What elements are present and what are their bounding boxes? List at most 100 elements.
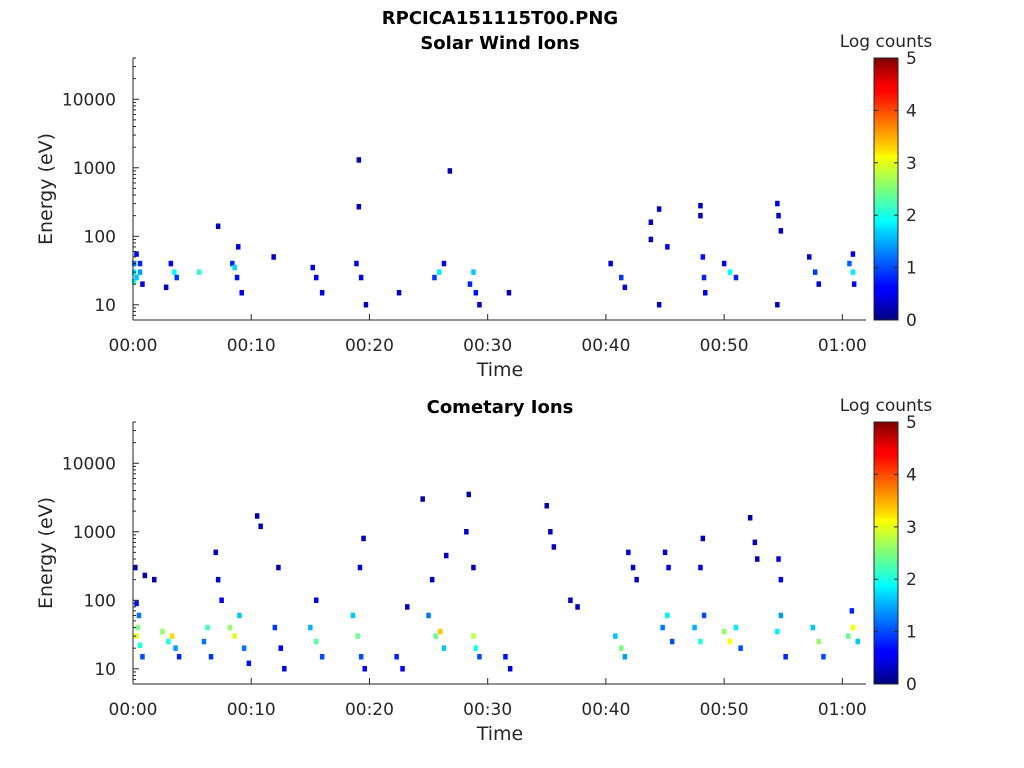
heatmap-cell bbox=[400, 666, 405, 672]
heatmap-cell bbox=[747, 515, 753, 521]
y-tick-label: 100 bbox=[84, 227, 116, 247]
heatmap-cell bbox=[219, 597, 224, 603]
heatmap-cell bbox=[163, 284, 169, 291]
heatmap-cell bbox=[361, 535, 366, 542]
heatmap-cell bbox=[851, 281, 857, 287]
heatmap-cell bbox=[169, 633, 175, 639]
heatmap-cell bbox=[656, 302, 662, 308]
colorbar-tick-label: 2 bbox=[906, 206, 917, 226]
y-tick-label: 10000 bbox=[62, 90, 116, 110]
heatmap-cell bbox=[721, 628, 727, 635]
heatmap-cell bbox=[666, 564, 671, 571]
y-tick-label: 100 bbox=[84, 591, 116, 611]
x-tick-label: 00:40 bbox=[581, 336, 630, 356]
heatmap-cell bbox=[698, 638, 703, 645]
axes: 10 100 1000 10000 00:00 00:10 00:20 00:30 00:40 0… bbox=[62, 421, 867, 720]
heatmap-cell bbox=[812, 269, 818, 275]
panel-title: Cometary Ions bbox=[427, 397, 574, 418]
heatmap-cell bbox=[239, 290, 244, 296]
heatmap-cell bbox=[444, 552, 449, 559]
heatmap-cell bbox=[213, 549, 218, 556]
heatmap-cell bbox=[441, 260, 447, 267]
heatmap-cell bbox=[140, 281, 145, 287]
x-tick-label: 01:00 bbox=[818, 700, 867, 720]
heatmap-cell bbox=[544, 503, 549, 509]
heatmap-cell bbox=[142, 572, 148, 579]
heatmap-cell bbox=[622, 654, 628, 660]
heatmap-cell bbox=[134, 600, 139, 607]
y-tick-label: 10 bbox=[94, 296, 116, 316]
y-tick-label: 1000 bbox=[73, 159, 116, 179]
heatmap-cell bbox=[775, 628, 780, 635]
heatmap-cell bbox=[172, 269, 177, 275]
plot-area bbox=[133, 422, 866, 684]
heatmap-cell bbox=[241, 645, 247, 651]
axes: 10 100 1000 10000 00:00 00:10 00:20 00:30 00:40 0… bbox=[62, 57, 867, 356]
heatmap-cell bbox=[136, 612, 142, 619]
heatmap-cell bbox=[466, 491, 471, 498]
heatmap-cell bbox=[174, 274, 179, 281]
plot-area bbox=[133, 58, 866, 320]
heatmap-cell bbox=[503, 654, 508, 660]
heatmap-cell bbox=[721, 260, 727, 267]
heatmap-cell bbox=[477, 302, 482, 308]
heatmap-cell bbox=[849, 608, 855, 614]
colorbar-tick-label: 3 bbox=[906, 154, 917, 174]
heatmap-cell bbox=[232, 633, 237, 639]
heatmap-cell bbox=[776, 212, 781, 219]
heatmap-cell bbox=[506, 290, 512, 296]
heatmap-cell bbox=[665, 612, 670, 619]
x-tick-label: 00:00 bbox=[109, 336, 158, 356]
heatmap-cell bbox=[703, 290, 708, 296]
heatmap-cell bbox=[700, 535, 706, 542]
heatmap-cell bbox=[850, 251, 856, 257]
heatmap-cell bbox=[134, 251, 139, 257]
heatmap-cell bbox=[314, 597, 319, 603]
heatmap-cell bbox=[660, 624, 665, 631]
x-tick-label: 01:00 bbox=[818, 336, 867, 356]
colorbar-tick-label: 3 bbox=[906, 518, 917, 538]
heatmap-cell bbox=[215, 223, 221, 229]
heatmap-cell bbox=[568, 597, 573, 603]
heatmap-cell bbox=[630, 564, 636, 571]
heatmap-cell bbox=[131, 278, 137, 285]
x-axis-label: Time bbox=[476, 723, 524, 745]
x-tick-label: 00:10 bbox=[227, 700, 276, 720]
heatmap-cell bbox=[775, 200, 780, 207]
heatmap-cell bbox=[551, 544, 557, 550]
colorbar-ticks: 0 1 2 3 4 5 bbox=[874, 49, 917, 331]
colorbar-tick-label: 2 bbox=[906, 570, 917, 590]
heatmap-cell bbox=[634, 576, 639, 583]
heatmap-cell bbox=[356, 204, 362, 210]
heatmap-cell bbox=[314, 274, 319, 281]
heatmap-cell bbox=[319, 290, 325, 296]
heatmap-cell bbox=[850, 269, 856, 275]
heatmap-cell bbox=[232, 264, 237, 271]
heatmap-cells bbox=[133, 491, 860, 672]
colorbar-tick-label: 0 bbox=[906, 311, 917, 331]
colorbar-tick-label: 0 bbox=[906, 675, 917, 695]
heatmap-cell bbox=[137, 642, 143, 649]
heatmap-cell bbox=[847, 260, 852, 267]
heatmap-cell bbox=[447, 168, 453, 174]
heatmap-cell bbox=[441, 645, 447, 651]
y-axis-label: Energy (eV) bbox=[35, 133, 57, 245]
heatmap-cell bbox=[168, 260, 174, 267]
x-tick-label: 00:10 bbox=[227, 336, 276, 356]
heatmap-cell bbox=[698, 212, 703, 219]
heatmap-cell bbox=[246, 660, 252, 667]
heatmap-cell bbox=[429, 576, 435, 583]
figure-title: RPCICA151115T00.PNG bbox=[382, 8, 618, 29]
colorbar-tick-label: 1 bbox=[906, 259, 917, 279]
heatmap-cell bbox=[850, 624, 856, 631]
colorbar bbox=[873, 421, 899, 685]
heatmap-cell bbox=[237, 612, 242, 619]
heatmap-cell bbox=[152, 576, 157, 583]
heatmap-cell bbox=[363, 302, 369, 308]
x-tick-label: 00:40 bbox=[581, 700, 630, 720]
heatmap-cell bbox=[778, 228, 784, 234]
heatmap-cell bbox=[230, 260, 235, 267]
heatmap-cell bbox=[467, 281, 473, 287]
heatmap-cell bbox=[254, 513, 260, 519]
